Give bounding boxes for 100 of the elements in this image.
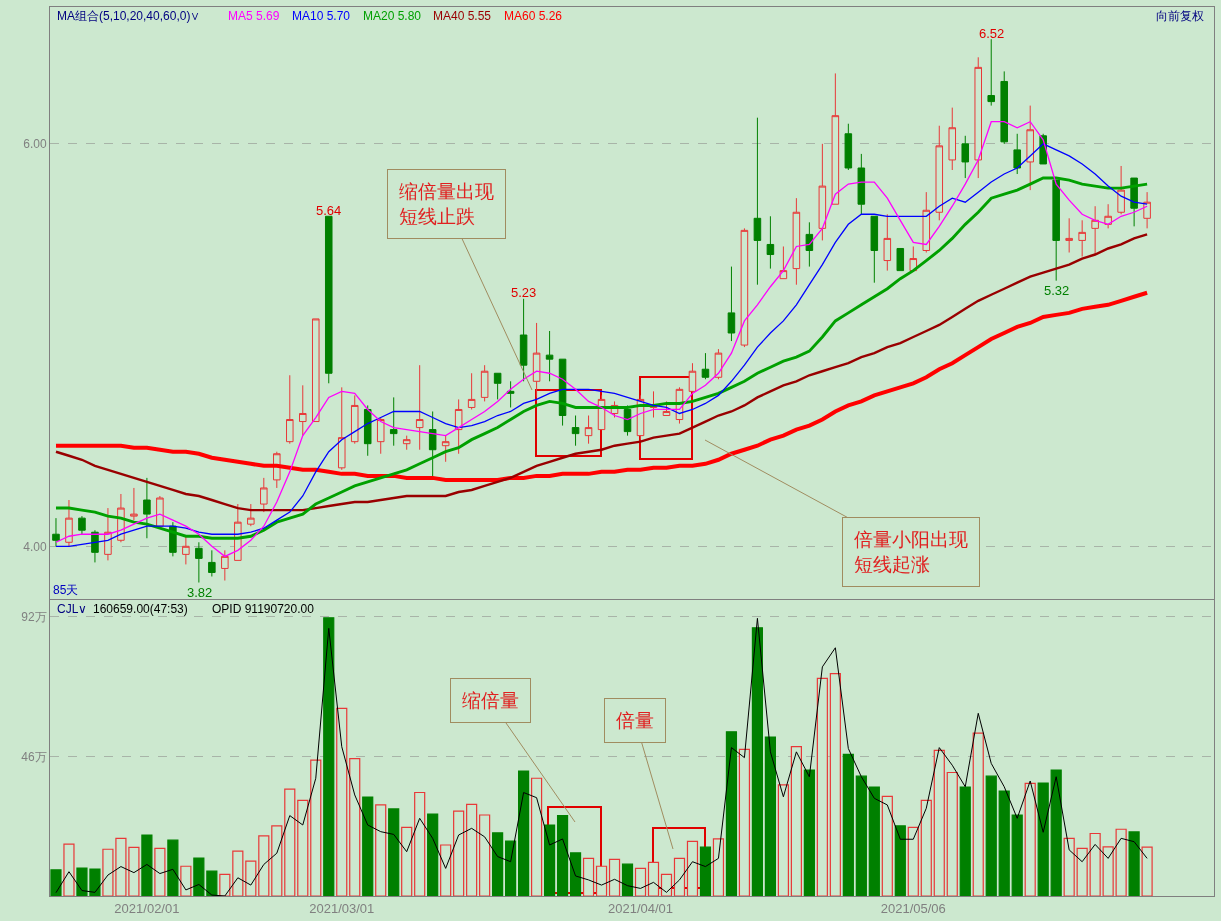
candlestick xyxy=(299,384,307,437)
candlestick xyxy=(376,417,385,455)
annotation: 倍量小阳出现短线起涨 xyxy=(854,529,968,575)
bar xyxy=(336,707,348,896)
bar xyxy=(816,677,828,896)
text: MA20 5.80 xyxy=(363,9,422,23)
bar xyxy=(868,786,880,896)
candlestick xyxy=(935,125,944,221)
bar xyxy=(1011,814,1023,896)
candlestick xyxy=(1026,105,1034,191)
candlestick xyxy=(428,410,437,479)
bar xyxy=(414,791,426,896)
bar xyxy=(479,814,491,896)
bar xyxy=(1037,782,1049,896)
candlestick xyxy=(104,507,112,561)
candlestick xyxy=(753,117,762,286)
annotation: 倍量 xyxy=(616,710,654,731)
candlestick xyxy=(493,372,502,400)
bar xyxy=(167,839,179,896)
candlestick xyxy=(1052,179,1060,282)
bar xyxy=(803,769,815,896)
bar xyxy=(959,786,971,896)
bar xyxy=(712,838,725,896)
annotation: 5.64 xyxy=(316,203,342,218)
candlestick xyxy=(688,362,697,394)
bar xyxy=(777,784,789,896)
y-tick-label: 92万 xyxy=(21,610,47,625)
line-series xyxy=(54,233,1149,512)
line-series xyxy=(55,617,1148,896)
annotation: 160659.00(47:53) xyxy=(93,602,188,616)
bar xyxy=(751,627,764,896)
candlestick xyxy=(480,364,489,402)
candlestick xyxy=(1078,219,1086,258)
candlestick xyxy=(883,213,892,272)
annotation: OPID 91190720.00 xyxy=(212,602,315,616)
annotation: 缩倍量出现短线止跌 xyxy=(399,181,494,227)
bar xyxy=(933,749,945,896)
y-tick-label: 6.00 xyxy=(23,137,47,152)
bar xyxy=(349,757,361,896)
bar xyxy=(621,863,634,896)
bar xyxy=(1141,846,1153,896)
bar xyxy=(401,826,413,896)
annotation: 85天 xyxy=(53,583,79,597)
bar xyxy=(1050,769,1062,896)
bar xyxy=(362,796,374,896)
candlestick xyxy=(1013,133,1021,175)
candlestick xyxy=(805,221,814,268)
candlestick xyxy=(221,549,229,582)
bar xyxy=(1128,831,1140,896)
candlestick xyxy=(857,153,866,215)
bar xyxy=(50,869,62,896)
bar xyxy=(284,788,296,896)
bar xyxy=(1024,782,1036,896)
bar xyxy=(660,873,673,896)
bar xyxy=(245,860,257,896)
bar xyxy=(258,835,270,896)
candlestick xyxy=(1143,191,1151,229)
bar xyxy=(998,790,1010,896)
bar xyxy=(297,799,309,896)
candlestick xyxy=(337,386,346,471)
candlestick xyxy=(389,396,398,447)
candlestick xyxy=(78,515,86,535)
candlestick xyxy=(91,529,99,563)
candlestick xyxy=(52,517,60,547)
candlestick xyxy=(974,56,983,179)
annotation: 3.82 xyxy=(187,585,213,600)
bar xyxy=(582,857,595,896)
candlestick xyxy=(363,404,372,457)
candlestick xyxy=(156,495,164,527)
annotation: 5.32 xyxy=(1044,283,1070,298)
candlestick xyxy=(286,374,294,445)
bar xyxy=(375,804,387,896)
bar xyxy=(530,777,543,896)
candlestick xyxy=(519,298,528,382)
candlestick xyxy=(922,191,931,254)
candlestick xyxy=(818,143,827,241)
bar xyxy=(972,732,984,896)
bar xyxy=(388,808,400,896)
candlestick xyxy=(260,477,268,513)
bar xyxy=(673,857,686,896)
annotation: 6.52 xyxy=(979,26,1005,41)
candlestick xyxy=(584,415,593,445)
bar xyxy=(647,861,660,896)
candlestick xyxy=(532,322,541,398)
bar xyxy=(310,759,322,896)
annotation: 缩倍量 xyxy=(462,690,519,711)
candlestick xyxy=(1117,165,1125,215)
candlestick xyxy=(350,394,359,445)
candlestick xyxy=(311,318,320,423)
candlestick xyxy=(870,215,879,284)
bar xyxy=(492,832,504,896)
candlestick xyxy=(1000,70,1008,145)
bar xyxy=(894,825,906,896)
candlestick xyxy=(987,38,995,107)
bar xyxy=(1063,837,1075,896)
bar xyxy=(505,840,517,896)
bar xyxy=(232,850,244,896)
bar xyxy=(764,736,777,896)
bar xyxy=(829,672,841,896)
candlestick xyxy=(402,435,411,451)
